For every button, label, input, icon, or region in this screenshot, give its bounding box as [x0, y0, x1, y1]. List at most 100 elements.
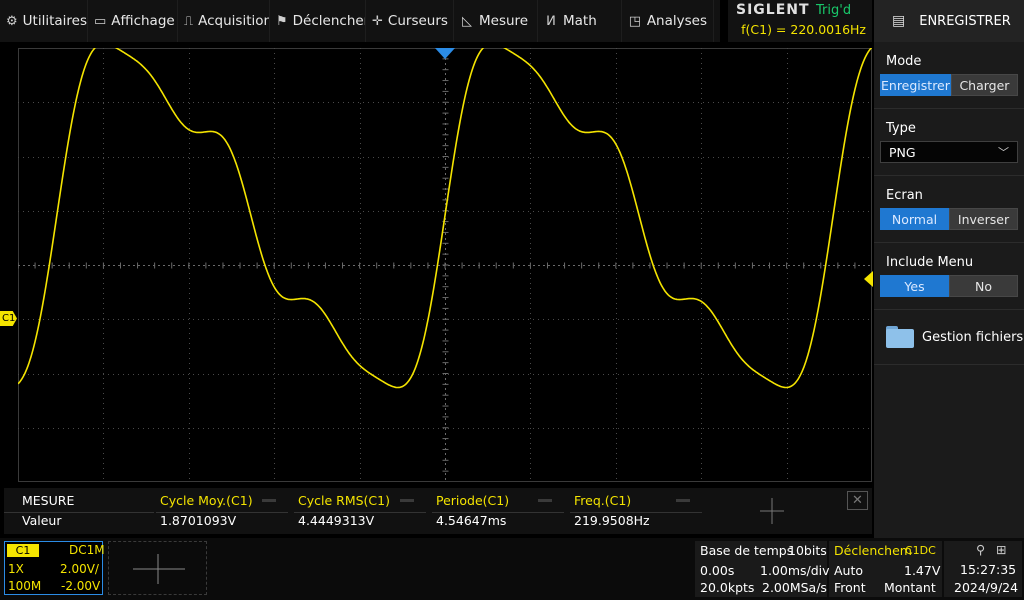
include-menu-yes-option[interactable]: Yes — [880, 275, 949, 297]
menu-item-label: Mesure — [479, 13, 529, 29]
add-measure-plus-icon[interactable] — [760, 496, 784, 526]
measure-bar: MESURE Valeur Cycle Moy.(C1) 1.8701093V … — [4, 488, 872, 534]
include-menu-section: Include Menu Yes No — [874, 255, 1024, 297]
measure-head-cycle-rms[interactable]: Cycle RMS(C1) — [298, 493, 390, 508]
top-menu-bar: ⚙ Utilitaires ▭ Affichage ⎍ Acquisition ⚑ Décle… — [0, 0, 720, 42]
include-menu-no-option[interactable]: No — [949, 275, 1018, 297]
trigger-box[interactable]: Déclenchem C1DC Auto 1.47V Front Montant — [829, 541, 942, 597]
type-section: Type PNG ﹀ — [874, 121, 1024, 163]
trigger-status: Trig'd — [816, 3, 852, 18]
clock-time: 15:27:35 — [960, 562, 1017, 577]
trigger-level-marker[interactable] — [864, 271, 873, 287]
include-menu-toggle: Yes No — [880, 275, 1018, 297]
menu-item-7[interactable]: ⵍ Math — [538, 0, 622, 42]
mode-label: Mode — [886, 54, 922, 69]
brand-status-block: SIGLENT Trig'd f(C1) = 220.0016Hz — [728, 0, 872, 42]
save-panel: ▤ ENREGISTRER Mode Enregistrer Charger T… — [874, 0, 1024, 600]
timebase-title: Base de temps — [700, 543, 794, 558]
graticule — [18, 48, 872, 482]
menu-item-label: Curseurs — [387, 13, 448, 29]
trigger-title: Déclenchem — [834, 543, 912, 558]
screen-label: Ecran — [886, 188, 923, 203]
measure-value-period: 4.54647ms — [436, 513, 507, 528]
measure-head-frequency[interactable]: Freq.(C1) — [574, 493, 632, 508]
screen-normal-option[interactable]: Normal — [880, 208, 949, 230]
menu-item-label: Affichage — [111, 13, 175, 29]
close-measure-icon[interactable]: ✕ — [847, 491, 868, 510]
trigger-source: C1DC — [905, 544, 936, 557]
trigger-position-marker[interactable] — [435, 48, 455, 59]
measure-value-cycle-mean: 1.8701093V — [160, 513, 237, 528]
trigger-type: Front — [834, 580, 866, 595]
timebase-delay: 0.00s — [700, 563, 735, 578]
screen-toggle: Normal Inverser — [880, 208, 1018, 230]
waveform-display[interactable] — [18, 48, 872, 482]
siglent-logo: SIGLENT — [736, 2, 810, 18]
cursor-crosshair-icon: ✛ — [372, 13, 383, 29]
include-menu-label: Include Menu — [886, 255, 974, 270]
frequency-counter-readout: f(C1) = 220.0016Hz — [741, 22, 866, 37]
mode-toggle: Enregistrer Charger — [880, 74, 1018, 96]
menu-item-4[interactable]: ⚑Déclencheme — [270, 0, 366, 42]
mode-load-option[interactable]: Charger — [950, 74, 1018, 96]
timebase-box[interactable]: Base de temps 10bits 0.00s 1.00ms/div 20… — [695, 541, 830, 597]
menu-item-3[interactable]: ⎍ Acquisition — [178, 0, 270, 42]
channel1-status-box[interactable]: C1 DC1M 1X 2.00V/ 100M -2.00V — [4, 541, 105, 595]
timebase-sample-rate: 2.00MSa/s — [762, 580, 827, 595]
trigger-mode: Auto — [834, 563, 864, 578]
network-icon: ⊞ — [996, 542, 1007, 557]
measure-head-cycle-mean[interactable]: Cycle Moy.(C1) — [160, 493, 253, 508]
clock-box: ⚲ ⊞ 15:27:35 2024/9/24 — [944, 541, 1022, 597]
measure-value-frequency: 219.9508Hz — [574, 513, 650, 528]
clock-date: 2024/9/24 — [954, 580, 1019, 595]
math-icon: ⵍ — [546, 13, 556, 29]
trigger-level: 1.47V — [904, 563, 941, 578]
channel1-scale: 2.00V/ — [60, 562, 99, 576]
chevron-down-icon: ﹀ — [998, 146, 1009, 159]
channel1-offset: -2.00V — [61, 579, 101, 593]
menu-item-label: Utilitaires — [22, 13, 87, 29]
save-menu-icon: ▤ — [892, 13, 906, 29]
acquisition-icon: ⎍ — [184, 13, 194, 29]
timebase-scale: 1.00ms/div — [760, 563, 830, 578]
menu-item-label: Déclencheme — [292, 13, 365, 29]
menu-item-label: Acquisition — [198, 13, 270, 29]
add-channel-button[interactable] — [108, 541, 207, 595]
usb-icon: ⚲ — [976, 542, 986, 557]
add-channel-plus-icon — [133, 554, 185, 584]
channel1-probe: 1X — [8, 562, 24, 576]
menu-item-1[interactable]: ⚙ Utilitaires — [0, 0, 88, 42]
type-value: PNG — [889, 144, 916, 160]
menu-item-label: Math — [563, 13, 597, 29]
timebase-points: 20.0kpts — [700, 580, 755, 595]
file-manager-label: Gestion fichiers — [922, 329, 1024, 345]
measure-title: MESURE — [22, 493, 75, 508]
type-label: Type — [886, 121, 916, 136]
menu-item-5[interactable]: ✛ Curseurs — [366, 0, 454, 42]
type-dropdown[interactable]: PNG ﹀ — [880, 141, 1018, 163]
trigger-icon: ⚑ — [276, 13, 288, 29]
menu-item-2[interactable]: ▭ Affichage — [88, 0, 178, 42]
measure-head-period[interactable]: Periode(C1) — [436, 493, 510, 508]
measure-value-cycle-rms: 4.4449313V — [298, 513, 375, 528]
menu-item-6[interactable]: ◺ Mesure — [454, 0, 538, 42]
file-manager-button[interactable]: Gestion fichiers — [874, 322, 1024, 352]
channel1-offset-marker[interactable]: C1 — [0, 311, 17, 326]
menu-item-label: Analyses — [646, 13, 707, 29]
menu-item-8[interactable]: ◳ Analyses — [622, 0, 714, 42]
channel1-bandwidth: 100M — [8, 579, 42, 593]
measure-row-label: Valeur — [22, 513, 62, 528]
trigger-slope: Montant — [884, 580, 936, 595]
analysis-icon: ◳ — [628, 13, 642, 29]
channel1-tag: C1 — [7, 544, 39, 557]
channel1-coupling: DC1M — [69, 543, 105, 557]
timebase-bits: 10bits — [788, 543, 827, 558]
screen-section: Ecran Normal Inverser — [874, 188, 1024, 230]
folder-icon — [886, 326, 914, 348]
channel1-trace — [18, 48, 872, 389]
mode-save-option[interactable]: Enregistrer — [880, 74, 951, 96]
panel-header: ▤ ENREGISTRER — [874, 0, 1024, 42]
monitor-icon: ▭ — [94, 13, 107, 29]
panel-title: ENREGISTRER — [919, 13, 1011, 29]
screen-invert-option[interactable]: Inverser — [949, 208, 1018, 230]
